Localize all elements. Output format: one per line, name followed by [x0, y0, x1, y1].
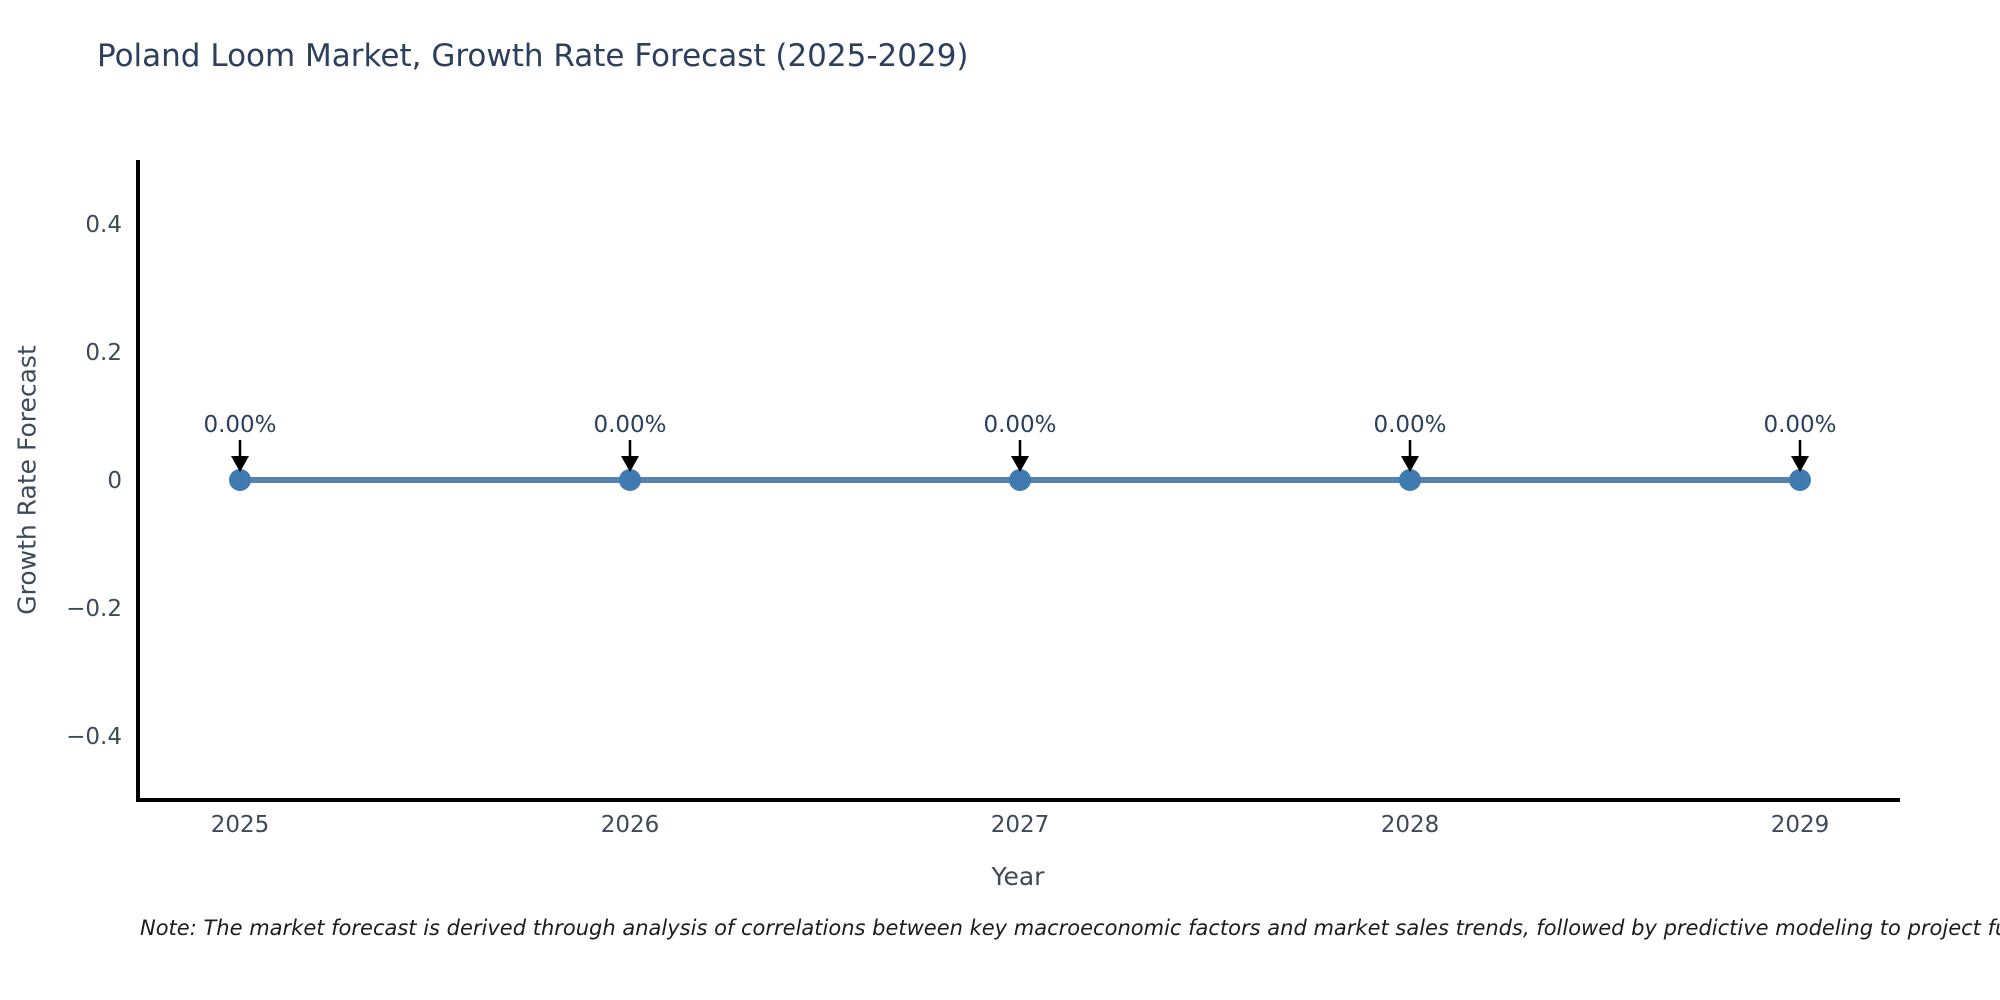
- x-tick-label: 2026: [601, 812, 660, 838]
- y-tick-label: 0.2: [85, 340, 122, 366]
- annotation-arrow-head: [1791, 456, 1809, 472]
- point-annotation: 0.00%: [203, 412, 276, 438]
- point-annotation: 0.00%: [983, 412, 1056, 438]
- x-axis-title: Year: [991, 862, 1045, 891]
- annotation-arrow-head: [1401, 456, 1419, 472]
- data-point[interactable]: [1789, 469, 1811, 491]
- data-point[interactable]: [229, 469, 251, 491]
- y-tick-label: −0.4: [66, 724, 122, 750]
- point-annotation: 0.00%: [1373, 412, 1446, 438]
- chart-title: Poland Loom Market, Growth Rate Forecast…: [97, 38, 969, 74]
- y-tick-label: 0.4: [85, 212, 122, 238]
- data-point[interactable]: [1009, 469, 1031, 491]
- point-annotation: 0.00%: [593, 412, 666, 438]
- x-tick-label: 2028: [1381, 812, 1440, 838]
- annotation-arrow-head: [621, 456, 639, 472]
- y-tick-label: −0.2: [66, 596, 122, 622]
- x-tick-label: 2025: [211, 812, 270, 838]
- y-tick-label: 0: [107, 468, 122, 494]
- data-point[interactable]: [1399, 469, 1421, 491]
- x-tick-label: 2029: [1771, 812, 1830, 838]
- point-annotation: 0.00%: [1763, 412, 1836, 438]
- annotation-arrow-head: [1011, 456, 1029, 472]
- data-point[interactable]: [619, 469, 641, 491]
- annotation-arrow-head: [231, 456, 249, 472]
- footnote: Note: The market forecast is derived thr…: [140, 916, 2000, 940]
- x-tick-label: 2027: [991, 812, 1050, 838]
